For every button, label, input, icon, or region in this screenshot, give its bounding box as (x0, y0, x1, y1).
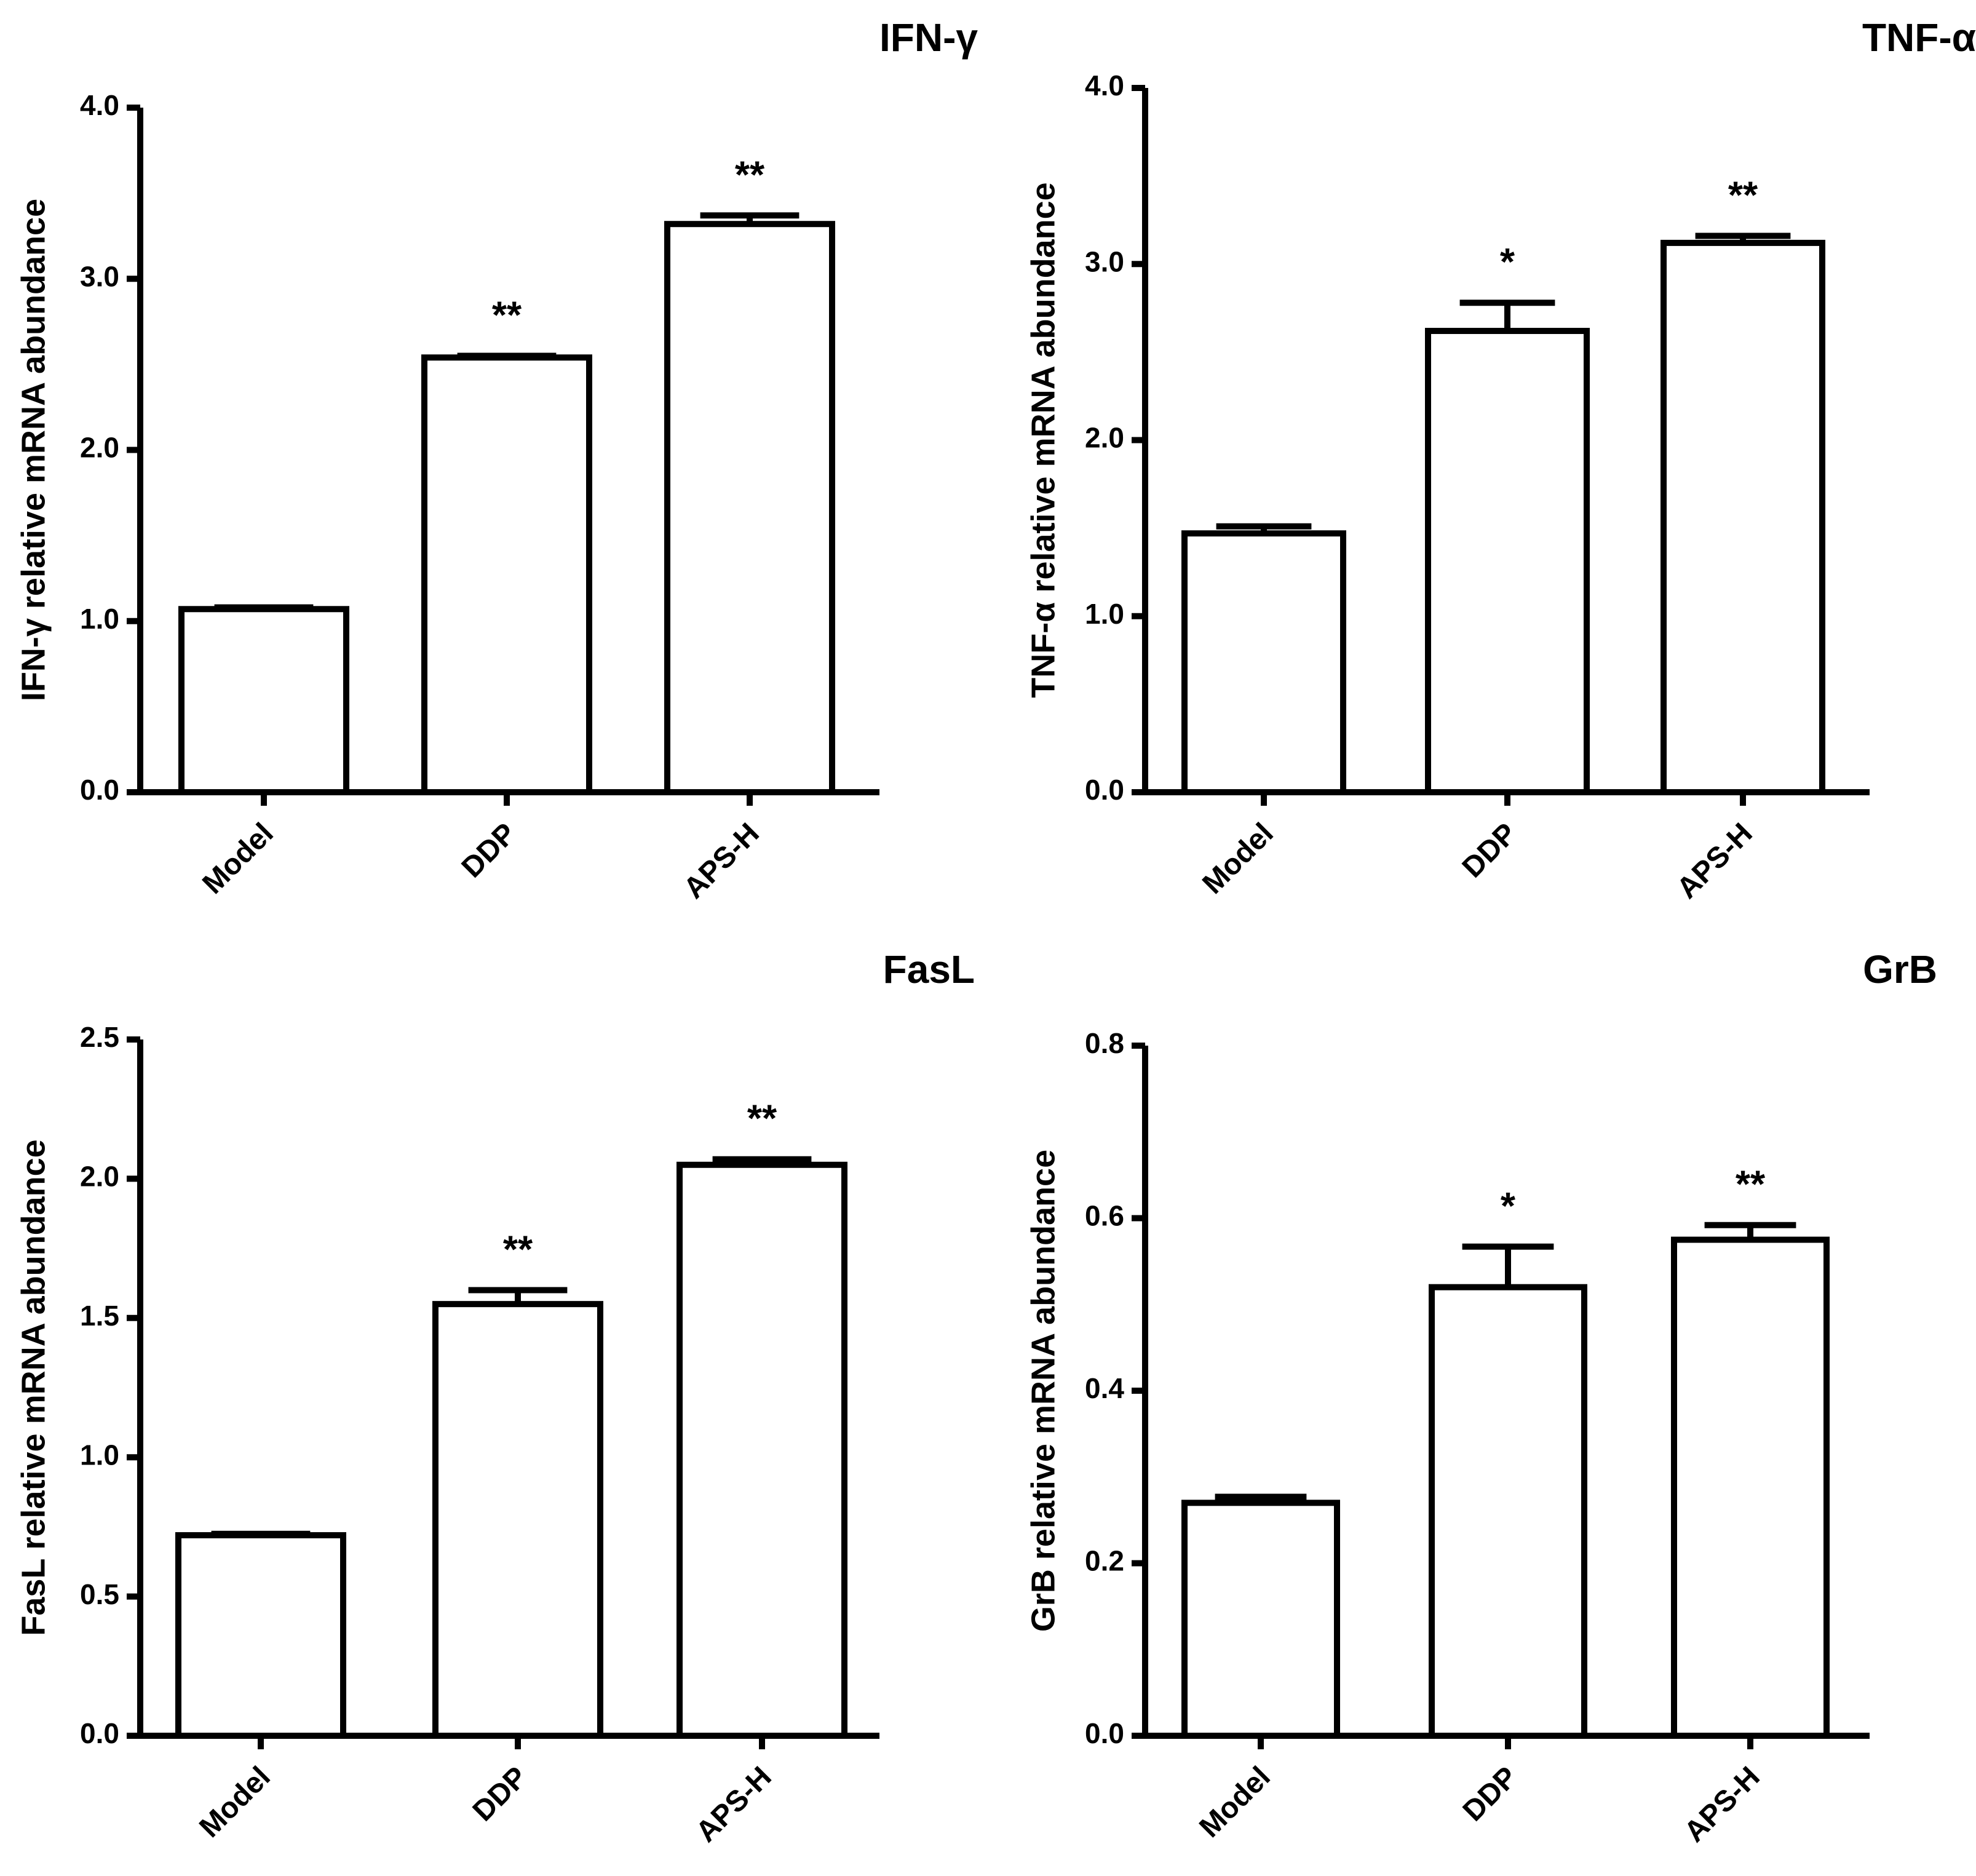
chart-panel-3: FasL FasL relative mRNA abundance 0.0 0.5 1.… (15, 947, 975, 1848)
bar-aps-h (664, 221, 835, 795)
y-tick-label: 0.0 (80, 774, 119, 806)
bar-model (1181, 1500, 1340, 1739)
bar-aps-h (1661, 239, 1825, 795)
y-tick-label: 0.5 (80, 1578, 119, 1610)
bar-model (1181, 530, 1346, 796)
significance-marker: * (1501, 1185, 1516, 1228)
y-tick-label: 1.0 (80, 1439, 119, 1471)
significance-marker: ** (747, 1098, 777, 1140)
x-tick-label: DDP (467, 1760, 534, 1827)
bar-aps-h (677, 1161, 847, 1739)
significance-marker: * (1500, 241, 1515, 284)
y-tick-label: 0.4 (1085, 1372, 1124, 1404)
x-tick-label: Model (1196, 817, 1280, 900)
y-axis-label: GrB relative mRNA abundance (1025, 1150, 1061, 1632)
chart-title: TNF-α (1862, 15, 1976, 60)
y-tick-label: 0.0 (1085, 1717, 1124, 1749)
bar-model (178, 606, 349, 796)
x-tick-label: Model (193, 1760, 277, 1844)
x-tick-label: APS-H (1678, 1760, 1766, 1848)
bar-ddp (432, 1301, 603, 1739)
y-tick-label: 2.0 (1085, 422, 1124, 454)
x-tick-label: DDP (1456, 817, 1523, 884)
bar-ddp (1429, 1284, 1587, 1739)
significance-marker: ** (1736, 1164, 1766, 1206)
chart-panel-1: IFN-γ IFN-γ relative mRNA abundance 0.0 1.0… (15, 15, 978, 905)
y-tick-label: 0.8 (1085, 1027, 1124, 1059)
y-tick-label: 1.5 (80, 1300, 119, 1332)
y-tick-label: 1.0 (1085, 598, 1124, 630)
x-tick-label: DDP (1457, 1760, 1524, 1827)
bar-ddp (1425, 328, 1590, 795)
x-tick-label: APS-H (690, 1760, 778, 1848)
chart-title: FasL (883, 947, 975, 992)
bar-ddp (421, 354, 592, 795)
significance-marker: ** (1728, 174, 1758, 217)
y-tick-label: 1.0 (80, 603, 119, 635)
x-tick-label: APS-H (1671, 817, 1759, 905)
y-tick-label: 0.6 (1085, 1200, 1124, 1232)
y-tick-label: 3.0 (80, 260, 119, 292)
significance-marker: ** (503, 1229, 533, 1271)
y-tick-label: 0.0 (1085, 774, 1124, 806)
y-axis-label: IFN-γ relative mRNA abundance (15, 199, 52, 701)
x-tick-label: Model (1193, 1760, 1277, 1844)
significance-marker: ** (735, 154, 765, 196)
x-tick-label: Model (196, 817, 280, 900)
chart-panel-4: GrB GrB relative mRNA abundance 0.0 0.2 0.4 0… (1025, 947, 1937, 1848)
bar-model (175, 1532, 346, 1739)
y-tick-label: 4.0 (1085, 70, 1124, 101)
bar-aps-h (1671, 1236, 1830, 1739)
chart-title: GrB (1863, 947, 1937, 992)
y-tick-label: 4.0 (80, 89, 119, 121)
y-tick-label: 2.0 (80, 432, 119, 464)
y-tick-label: 3.0 (1085, 245, 1124, 277)
y-tick-label: 2.5 (80, 1021, 119, 1053)
y-tick-label: 0.0 (80, 1717, 119, 1749)
y-tick-label: 0.2 (1085, 1545, 1124, 1577)
significance-marker: ** (492, 294, 522, 336)
chart-title: IFN-γ (879, 15, 978, 60)
y-axis-label: TNF-α relative mRNA abundance (1025, 182, 1061, 698)
x-tick-label: DDP (456, 817, 523, 884)
chart-panel-2: TNF-α TNF-α relative mRNA abundance 0.0 1.0… (1025, 15, 1976, 905)
y-tick-label: 2.0 (80, 1161, 119, 1193)
y-axis-label: FasL relative mRNA abundance (15, 1139, 52, 1636)
x-tick-label: APS-H (678, 817, 766, 905)
